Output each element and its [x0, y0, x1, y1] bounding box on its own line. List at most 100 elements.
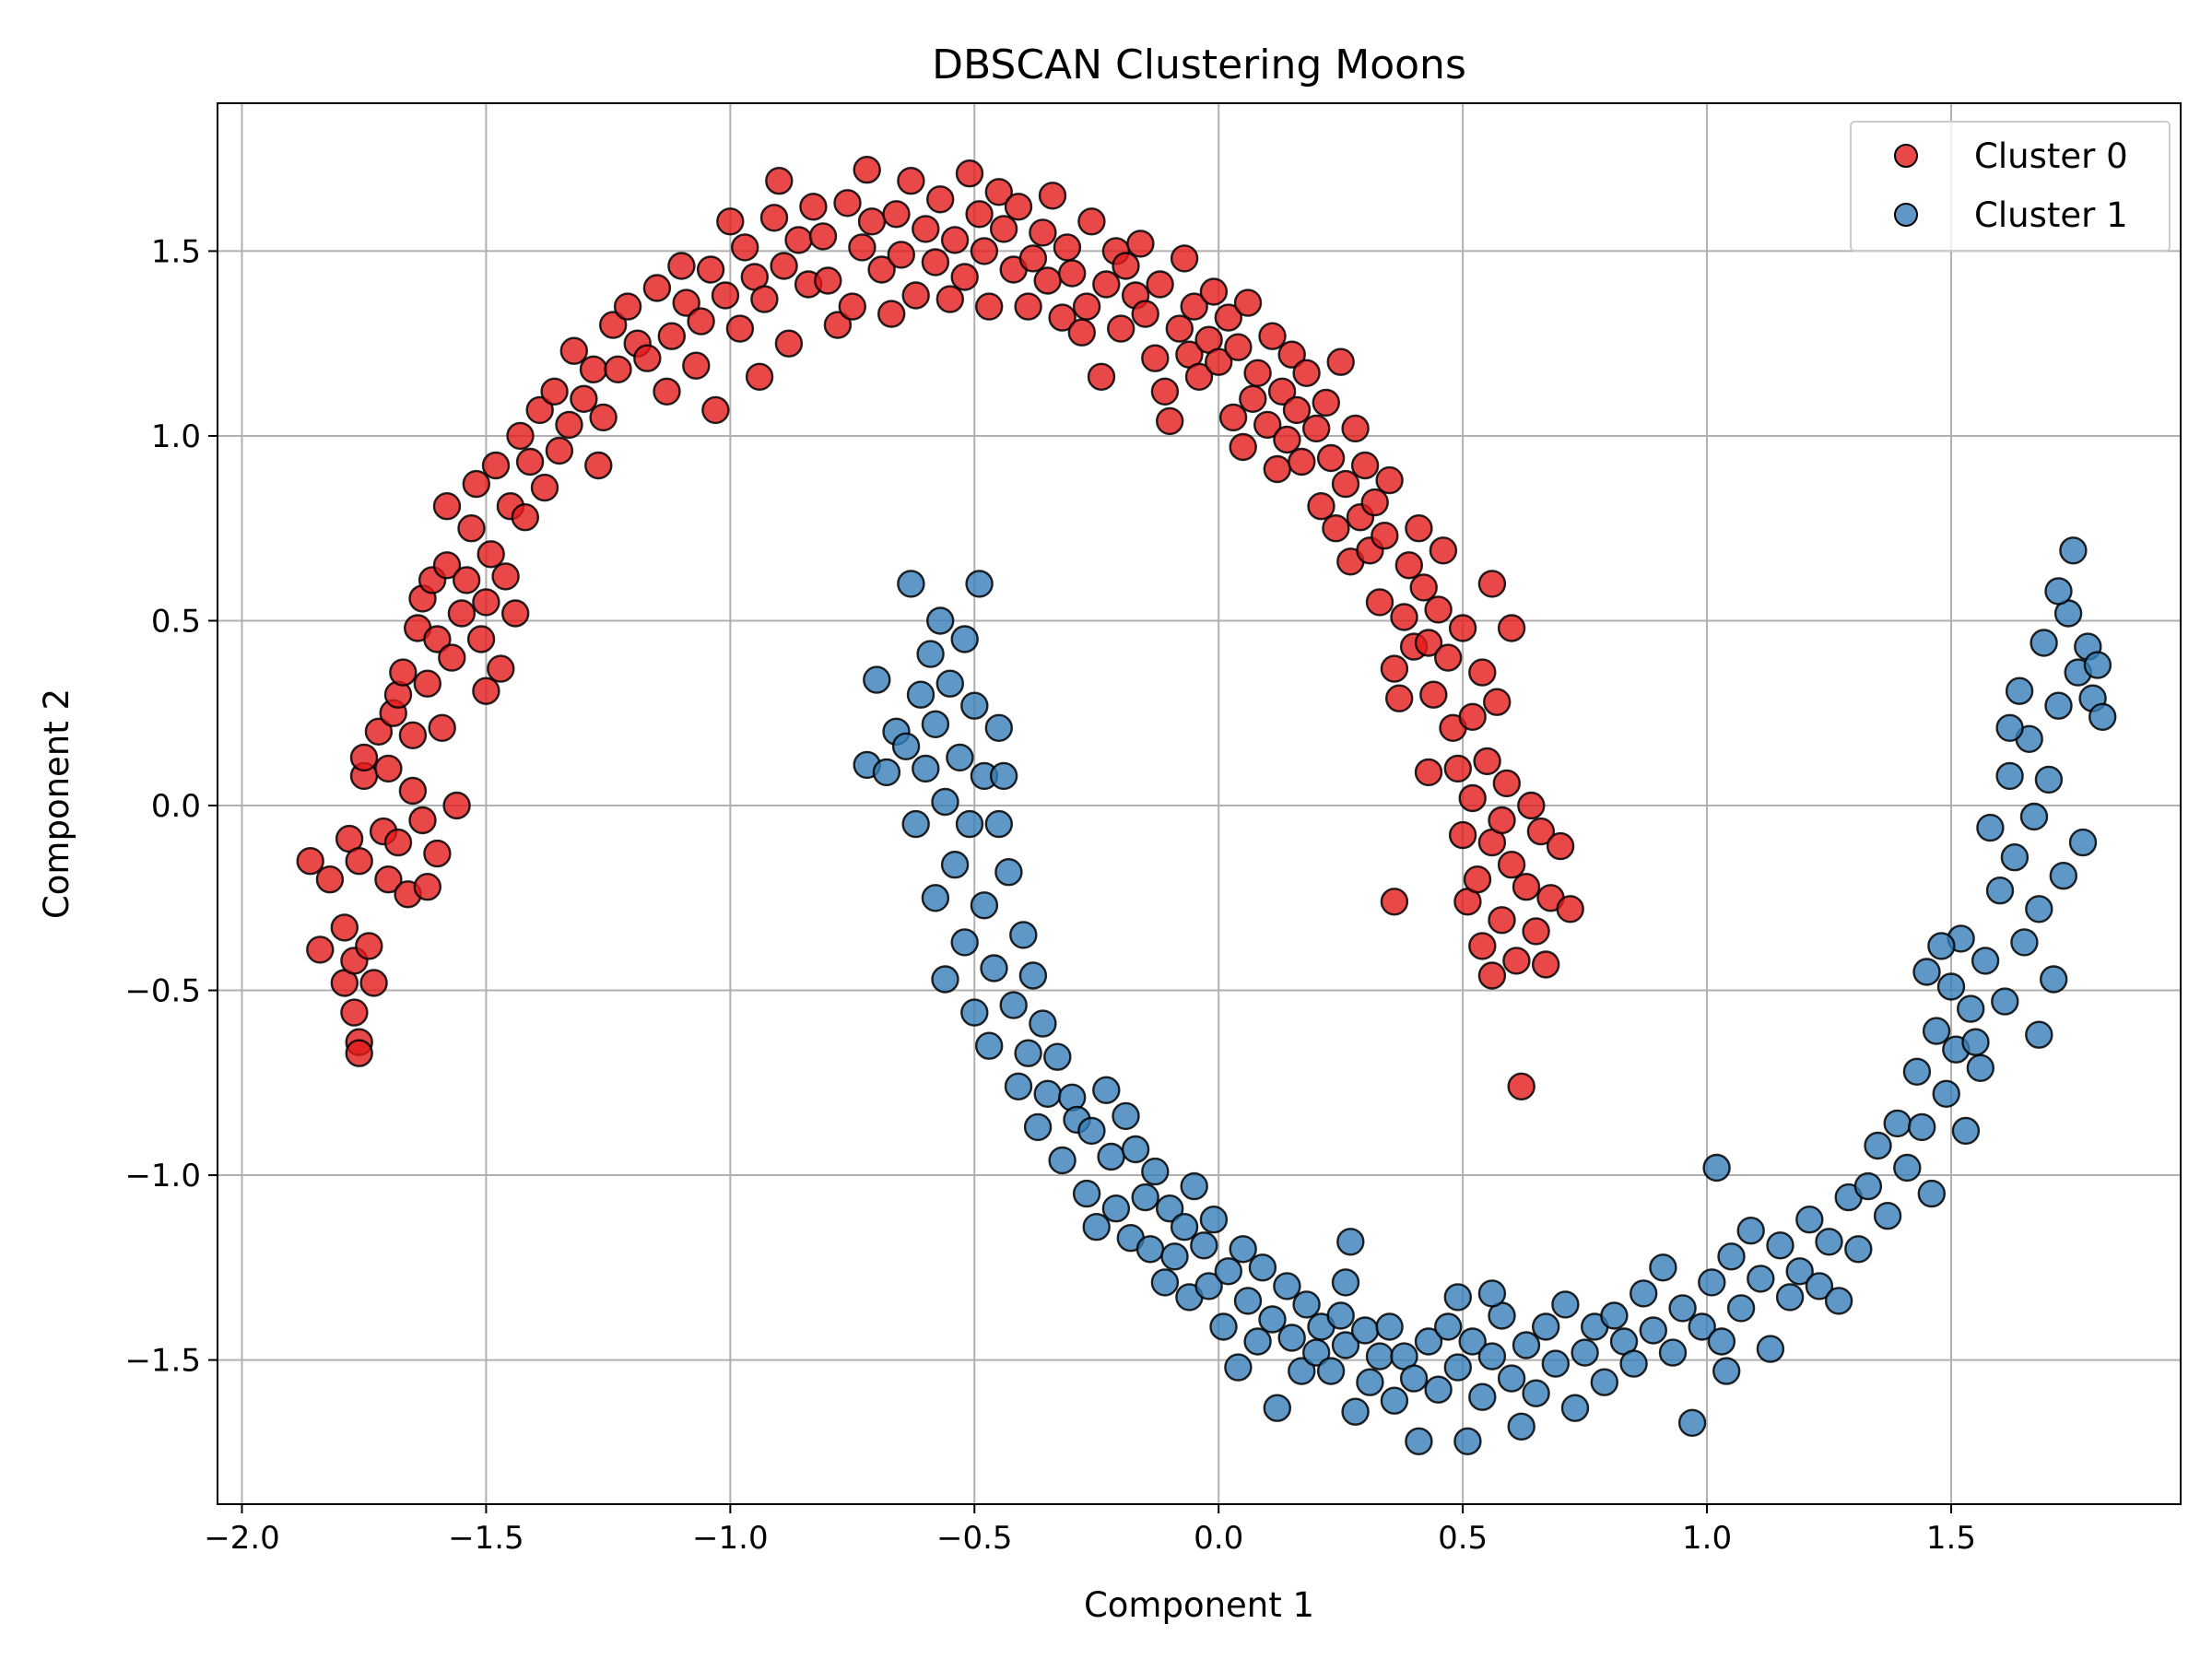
cluster-0-point [1258, 322, 1287, 350]
cluster-1-point [974, 1031, 1004, 1060]
cluster-1-point [1097, 1142, 1125, 1171]
cluster-0-point [1204, 347, 1233, 376]
cluster-0-point [330, 913, 359, 942]
cluster-0-point [408, 806, 437, 835]
cluster-0-point [1477, 961, 1507, 990]
data-points [296, 155, 2117, 1456]
cluster-1-point [2000, 843, 2030, 872]
cluster-0-point [1316, 443, 1346, 473]
cluster-1-point [984, 713, 1014, 742]
cluster-0-point [1497, 614, 1526, 642]
cluster-0-point [1463, 865, 1492, 894]
cluster-0-point [711, 281, 740, 310]
cluster-0-point [1448, 614, 1477, 642]
cluster-1-point [1912, 958, 1941, 986]
cluster-0-point [1507, 1072, 1535, 1101]
cluster-1-point [1160, 1242, 1189, 1271]
cluster-1-point [1458, 1327, 1487, 1356]
cluster-1-point [1399, 1364, 1429, 1393]
cluster-1-point [1824, 1287, 1853, 1315]
cluster-0-point [1014, 292, 1042, 321]
cluster-1-point [1101, 1194, 1131, 1223]
cluster-0-point [989, 215, 1018, 243]
cluster-0-point [1350, 451, 1380, 480]
cluster-1-point [1805, 1272, 1834, 1300]
cluster-1-point [1619, 1349, 1648, 1378]
cluster-1-point [1112, 1101, 1140, 1131]
x-tick-label: 0.0 [1194, 1520, 1243, 1557]
cluster-0-point [1522, 917, 1550, 946]
cluster-1-point [1966, 1053, 1995, 1083]
cluster-1-point [1590, 1368, 1619, 1396]
cluster-1-point [1932, 1079, 1960, 1109]
cluster-0-point [364, 717, 394, 746]
cluster-0-point [901, 281, 930, 310]
cluster-0-point [682, 351, 711, 380]
cluster-1-point [1639, 1316, 1668, 1345]
cluster-1-point [1150, 1268, 1180, 1297]
cluster-1-point [1893, 1153, 1922, 1182]
cluster-1-point [1258, 1305, 1287, 1334]
cluster-0-point [1526, 817, 1556, 846]
cluster-1-point [1190, 1231, 1218, 1260]
cluster-1-point [1092, 1076, 1121, 1105]
cluster-1-point [2068, 828, 2098, 857]
cluster-1-point [1072, 1179, 1101, 1208]
cluster-0-point [808, 222, 838, 251]
cluster-0-point [1155, 406, 1184, 436]
cluster-1-point [1135, 1235, 1165, 1264]
cluster-0-point [1184, 362, 1214, 391]
cluster-0-point [1414, 758, 1443, 787]
cluster-1-point [1477, 1342, 1507, 1371]
cluster-0-point [1482, 688, 1512, 716]
cluster-1-point [1551, 1290, 1580, 1319]
cluster-0-point [345, 847, 373, 876]
cluster-0-point [1214, 303, 1243, 332]
cluster-1-point [1531, 1312, 1560, 1341]
cluster-0-point [633, 344, 662, 372]
cluster-0-point [765, 166, 794, 195]
cluster-0-point [1131, 300, 1159, 328]
cluster-0-point [1199, 277, 1229, 306]
cluster-0-point [1380, 888, 1409, 916]
cluster-1-point [1756, 1335, 1785, 1363]
cluster-1-point [1477, 1279, 1507, 1308]
cluster-0-point [823, 311, 853, 339]
cluster-0-point [359, 969, 388, 997]
cluster-1-point [1668, 1294, 1697, 1323]
cluster-0-point [340, 998, 369, 1027]
cluster-1-point [2039, 965, 2068, 994]
cluster-1-point [1292, 1290, 1321, 1319]
cluster-1-point [1380, 1386, 1409, 1415]
cluster-1-point [1029, 1009, 1057, 1038]
cluster-0-point [432, 551, 462, 580]
cluster-0-point [438, 643, 466, 672]
cluster-1-point [950, 928, 979, 957]
cluster-0-point [716, 207, 745, 236]
cluster-1-point [1331, 1268, 1360, 1297]
cluster-0-point [1331, 469, 1360, 499]
cluster-1-point [1263, 1394, 1292, 1422]
cluster-1-point [1775, 1283, 1805, 1312]
cluster-0-point [970, 237, 999, 265]
cluster-0-point [1141, 344, 1170, 372]
cluster-0-point [731, 233, 759, 262]
cluster-1-point [1288, 1357, 1316, 1385]
cluster-0-point [487, 654, 515, 683]
cluster-0-point [867, 255, 896, 284]
cluster-0-point [1488, 906, 1516, 935]
cluster-0-point [466, 625, 496, 653]
cluster-0-point [506, 421, 535, 451]
cluster-1-point [1194, 1272, 1223, 1300]
cluster-1-point [1497, 1364, 1526, 1393]
cluster-1-point [1864, 1131, 1892, 1160]
cluster-0-point [965, 200, 994, 229]
cluster-0-point [1341, 414, 1370, 443]
legend-marker-cluster-1 [1894, 203, 1918, 227]
cluster-0-point [1390, 603, 1418, 631]
cluster-0-point [799, 193, 828, 221]
cluster-1-point [2019, 802, 2049, 831]
cluster-1-point [1277, 1324, 1306, 1352]
cluster-1-point [2044, 691, 2073, 720]
cluster-0-point [1380, 654, 1409, 683]
